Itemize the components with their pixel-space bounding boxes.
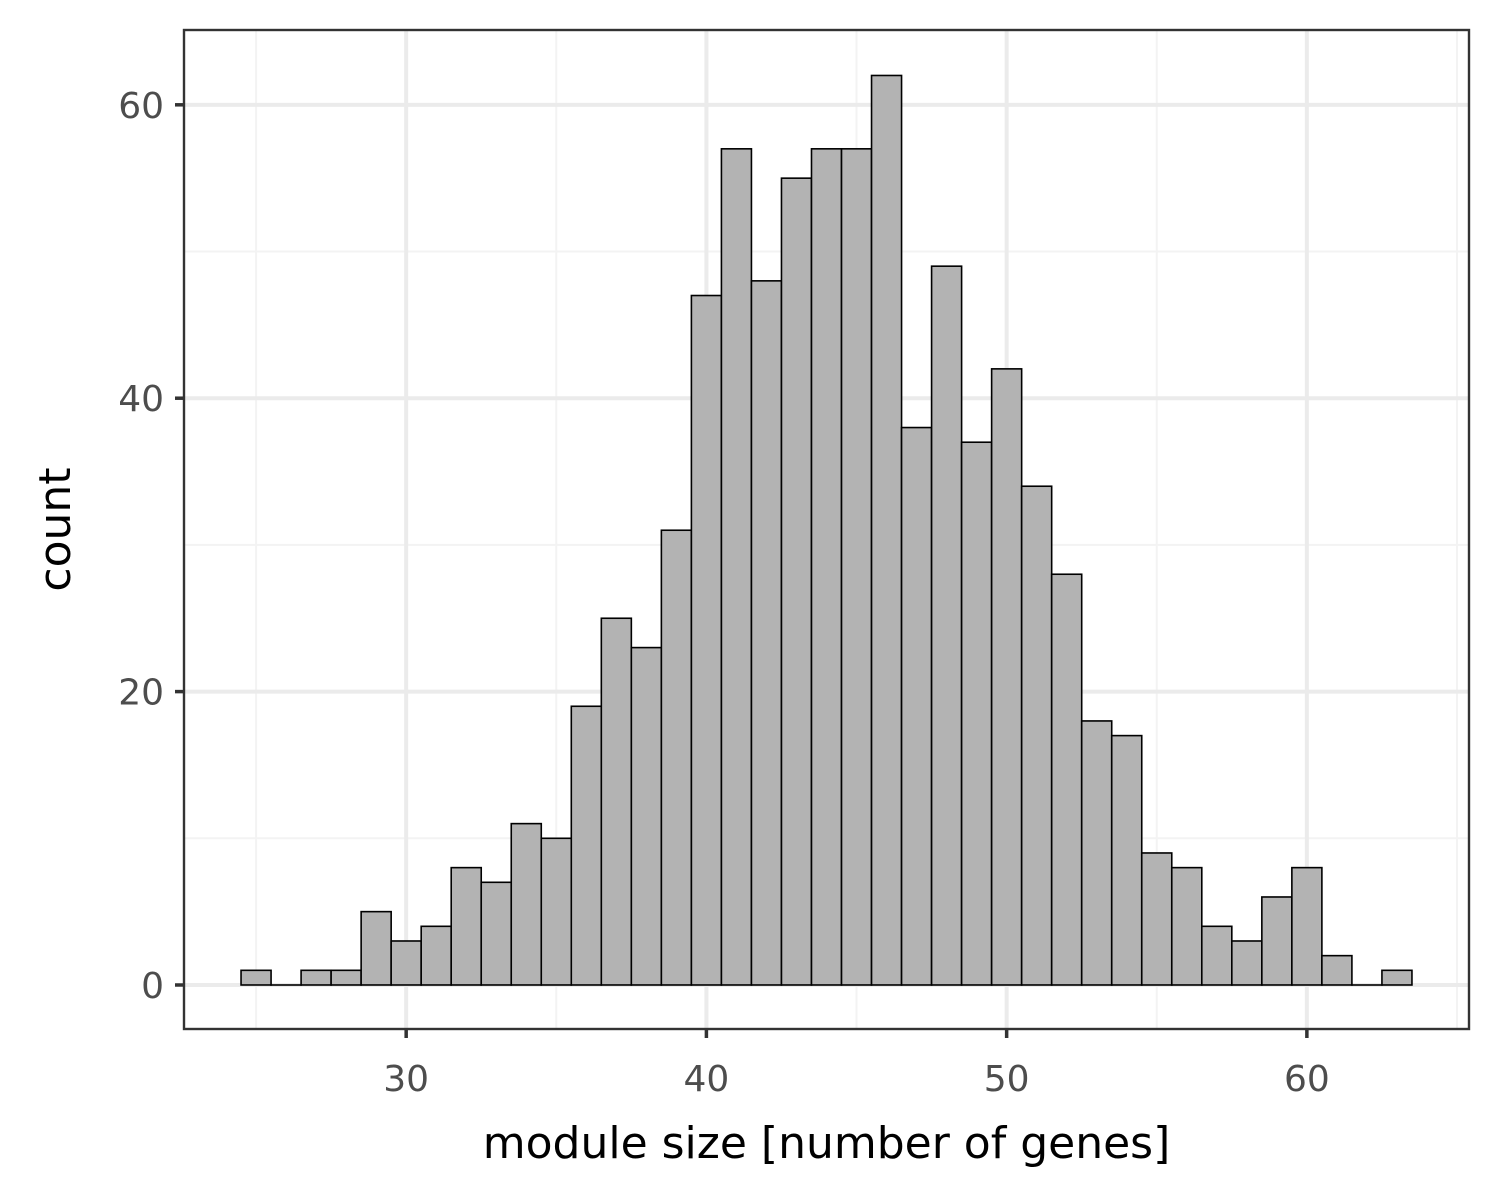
histogram-bar [630,646,663,986]
histogram-bar [990,368,1023,986]
y-tick-label: 60 [118,86,164,127]
histogram-bar [330,969,362,986]
histogram-bar [1170,866,1203,986]
x-tick-label: 60 [1284,1059,1330,1100]
histogram-bar [600,617,633,986]
histogram-bar [1050,573,1083,986]
histogram-bar [1200,925,1233,986]
histogram-bar [1321,954,1353,986]
histogram-bar [1231,940,1263,986]
histogram-bar [480,881,513,986]
x-axis-ticks: 30 40 50 60 [383,1029,1330,1100]
histogram-bar [540,837,573,986]
histogram-bar [690,294,723,986]
histogram-bar [840,148,873,986]
histogram-bar [1381,969,1413,986]
histogram-bar [900,426,933,986]
histogram-bar [720,148,753,986]
histogram-bar [510,822,543,986]
histogram-bar [1080,720,1113,986]
histogram-bar [1110,734,1143,986]
histogram-bar [360,910,392,986]
y-axis-ticks: 0 20 40 60 [118,86,184,1007]
histogram-bar [390,940,422,986]
panel-border [182,28,1471,1031]
histogram-bar [1291,866,1323,986]
histogram-bar [750,280,783,986]
histogram-bar [300,969,332,986]
histogram-bar [420,925,453,986]
histogram-bar [240,969,272,986]
histogram-bar [1140,852,1173,986]
histogram-bar [570,705,603,986]
histogram-bars [240,74,1413,986]
histogram-bar [660,529,693,986]
y-tick-label: 0 [141,966,164,1007]
x-tick-label: 30 [383,1059,429,1100]
histogram-bar [870,74,903,986]
x-axis-title: module size [number of genes] [483,1118,1171,1169]
histogram-bar [810,148,843,986]
x-tick-label: 50 [984,1059,1030,1100]
histogram-bar [780,177,813,986]
y-tick-label: 20 [118,673,164,714]
x-tick-label: 40 [684,1059,730,1100]
histogram-bar [930,265,963,986]
histogram-bar [960,441,993,986]
y-tick-label: 40 [118,379,164,420]
y-axis-title: count [30,467,81,591]
histogram-bar [1261,896,1293,986]
histogram-bar [1020,485,1053,986]
histogram-bar [450,866,483,986]
